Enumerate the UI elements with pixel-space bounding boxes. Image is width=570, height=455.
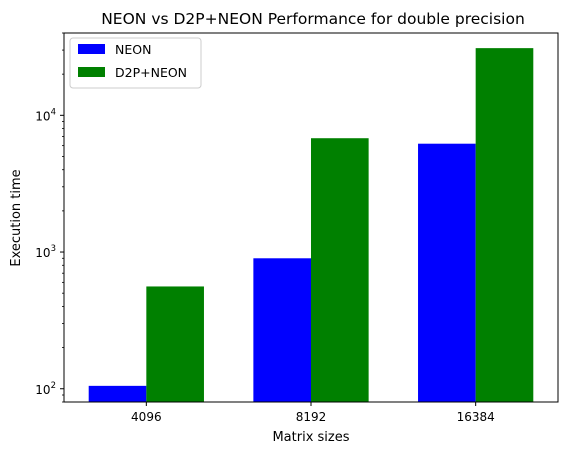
x-axis-ticks: 4096 8192 16384 bbox=[131, 402, 495, 424]
y-tick-label: 102 bbox=[35, 381, 56, 397]
x-tick-label: 16384 bbox=[457, 410, 495, 424]
bar-d2p-neon-8192 bbox=[311, 138, 369, 403]
legend: NEON D2P+NEON bbox=[69, 37, 202, 89]
y-tick-label: 103 bbox=[35, 244, 56, 260]
legend-swatch-d2p-neon bbox=[78, 67, 105, 77]
x-tick-label: 4096 bbox=[131, 410, 162, 424]
chart-title: NEON vs D2P+NEON Performance for double … bbox=[101, 10, 525, 28]
y-tick-label: 104 bbox=[35, 107, 56, 123]
legend-label-neon: NEON bbox=[115, 42, 151, 57]
bars bbox=[88, 48, 534, 403]
bar-neon-8192 bbox=[253, 258, 311, 402]
bar-neon-4096 bbox=[88, 385, 147, 402]
x-tick-label: 8192 bbox=[296, 410, 327, 424]
bar-neon-16384 bbox=[418, 143, 476, 402]
y-axis-ticks: 102 103 104 bbox=[35, 32, 64, 403]
legend-label-d2p-neon: D2P+NEON bbox=[115, 65, 187, 80]
bar-d2p-neon-16384 bbox=[475, 48, 534, 402]
y-axis-label: Execution time bbox=[9, 169, 24, 266]
legend-swatch-neon bbox=[78, 44, 105, 54]
bar-d2p-neon-4096 bbox=[146, 286, 204, 402]
x-axis-label: Matrix sizes bbox=[272, 430, 349, 445]
